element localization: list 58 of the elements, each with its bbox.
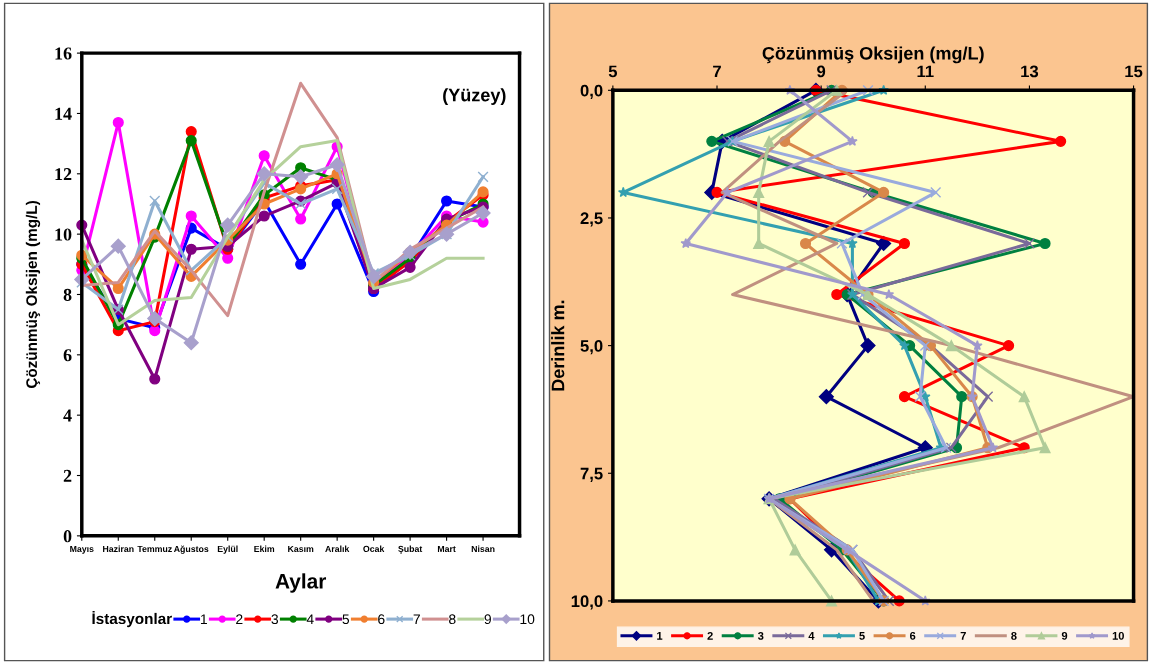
y-tick-label: 16 (55, 47, 72, 60)
legend-label: 10 (520, 614, 535, 625)
legend-label: 10 (1112, 631, 1124, 640)
legend-label: 4 (808, 632, 815, 640)
legend-label: 8 (449, 614, 456, 625)
legend-label: 1 (657, 632, 663, 640)
x-tick-label: 13 (1021, 65, 1039, 78)
y-tick-label: 2 (63, 469, 72, 482)
y-tick-label: 14 (55, 107, 72, 120)
legend-label: 5 (342, 614, 350, 625)
x-tick-label: 15 (1125, 65, 1143, 78)
legend-label: 8 (1011, 631, 1017, 640)
x-tick-label: Temmuz (137, 545, 172, 552)
legend-label: 9 (484, 614, 491, 625)
y-tick-label: 7,5 (580, 467, 603, 482)
y-axis-title: Çözünmüş Oksijen (mg/L) (25, 201, 41, 389)
legend-label: 7 (413, 614, 420, 624)
annotation: (Yüzey) (443, 88, 506, 105)
legend-label: 3 (757, 631, 764, 640)
x-tick-label: Aralık (325, 545, 350, 552)
y-axis-title: Derinlik m. (551, 300, 565, 391)
y-tick-label: 4 (63, 409, 72, 422)
legend-label: 7 (960, 632, 966, 640)
x-tick-label: 7 (713, 65, 721, 78)
legend-label: 2 (236, 614, 243, 624)
x-tick-label: Ağustos (173, 545, 209, 554)
y-tick-label: 10 (55, 228, 72, 241)
legend-label: 3 (271, 614, 279, 625)
legend-title: İstasyonlar (92, 610, 172, 628)
x-tick-label: Mayıs (70, 545, 94, 554)
legend-label: 9 (1061, 631, 1068, 640)
y-tick-label: 12 (55, 168, 72, 181)
y-tick-label: 0,0 (580, 84, 603, 99)
x-axis-title: Aylar (275, 573, 327, 593)
y-tick-label: 5,0 (580, 340, 603, 355)
x-tick-label: 9 (817, 65, 826, 78)
legend-label: 5 (859, 632, 865, 640)
x-tick-label: 11 (917, 65, 934, 78)
y-tick-label: 0 (63, 530, 72, 543)
legend-label: 2 (707, 631, 713, 640)
legend-label: 1 (200, 614, 207, 624)
x-tick-label: Eylül (217, 545, 238, 554)
y-tick-label: 2,5 (580, 212, 603, 227)
legend-label: 6 (909, 631, 916, 640)
y-tick-label: 10,0 (571, 595, 603, 610)
x-tick-label: Şubat (398, 545, 423, 554)
x-axis-title: Çözünmüş Oksijen (mg/L) (762, 46, 984, 64)
x-tick-label: Kasım (288, 545, 314, 552)
x-tick-label: Mart (437, 545, 456, 552)
x-tick-label: Nisan (471, 545, 495, 552)
x-tick-label: Haziran (103, 545, 134, 552)
y-tick-label: 8 (63, 288, 72, 301)
x-tick-label: 5 (608, 65, 618, 78)
y-tick-label: 6 (63, 349, 72, 362)
legend-label: 6 (378, 614, 385, 625)
legend-label: 4 (306, 614, 314, 624)
x-tick-label: Ekim (254, 545, 275, 552)
x-tick-label: Ocak (363, 545, 385, 552)
